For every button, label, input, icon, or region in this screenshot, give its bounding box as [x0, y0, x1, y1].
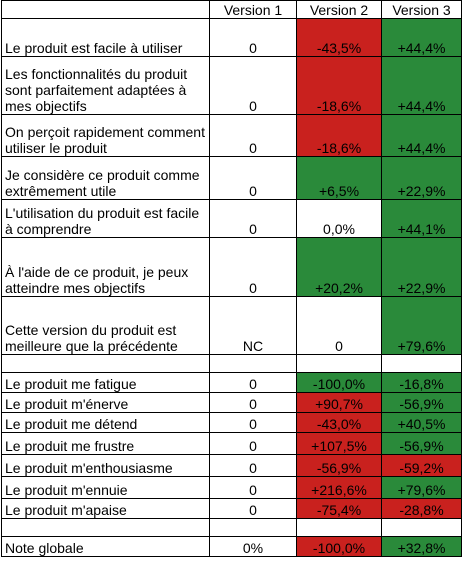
row-label: Le produit me détend — [1, 412, 210, 433]
version-3-value: -56,9% — [381, 432, 462, 455]
version-2-value: +6,5% — [296, 156, 382, 200]
table-row: Le produit me détend 0 -43,0% +40,5% — [1, 412, 462, 433]
row-label: Le produit me frustre — [1, 432, 210, 455]
table-row: Le produit m'enthousiasme 0 -56,9% -59,2… — [1, 454, 462, 477]
header-version-2: Version 2 — [296, 0, 382, 19]
row-label: Je considère ce produit comme extrêmemen… — [1, 156, 210, 200]
header-version-3: Version 3 — [381, 0, 462, 19]
table-row: À l'aide de ce produit, je peux atteindr… — [1, 237, 462, 297]
version-3-value: +44,1% — [381, 199, 462, 238]
row-label: Le produit m'énerve — [1, 392, 210, 413]
header-row: Version 1 Version 2 Version 3 — [1, 0, 462, 19]
row-label: Le produit m'ennuie — [1, 476, 210, 499]
version-3-value: +44,4% — [381, 114, 462, 157]
version-3-value: +40,5% — [381, 412, 462, 433]
version-1-value: 0 — [209, 237, 297, 297]
version-2-value: -100,0% — [296, 372, 382, 393]
empty-cell — [209, 518, 297, 537]
version-2-value: +216,6% — [296, 476, 382, 499]
table-row: On perçoit rapidement comment utiliser l… — [1, 114, 462, 157]
table-row: Le produit m'apaise 0 -75,4% -28,8% — [1, 498, 462, 519]
version-2-value: +20,2% — [296, 237, 382, 297]
row-label: Le produit me fatigue — [1, 372, 210, 393]
row-label: Les fonctionnalités du produit sont parf… — [1, 56, 210, 115]
row-label: Le produit m'apaise — [1, 498, 210, 519]
version-1-value: 0 — [209, 392, 297, 413]
version-1-value: 0 — [209, 498, 297, 519]
table-row: Le produit m'énerve 0 +90,7% -56,9% — [1, 392, 462, 413]
version-1-value: 0 — [209, 114, 297, 157]
header-version-1: Version 1 — [209, 0, 297, 19]
version-1-value: 0% — [209, 536, 297, 557]
version-2-value: +90,7% — [296, 392, 382, 413]
row-label: Le produit est facile à utiliser — [1, 18, 210, 57]
table-row: Le produit me frustre 0 +107,5% -56,9% — [1, 432, 462, 455]
row-label: Cette version du produit est meilleure q… — [1, 296, 210, 355]
row-label: À l'aide de ce produit, je peux atteindr… — [1, 237, 210, 297]
version-3-value: +22,9% — [381, 156, 462, 200]
table-row: Le produit me fatigue 0 -100,0% -16,8% — [1, 372, 462, 393]
version-1-value: 0 — [209, 372, 297, 393]
version-3-value: -16,8% — [381, 372, 462, 393]
version-1-value: 0 — [209, 156, 297, 200]
row-label: L'utilisation du produit est facile à co… — [1, 199, 210, 238]
table-row: Cette version du produit est meilleure q… — [1, 296, 462, 355]
version-1-value: 0 — [209, 432, 297, 455]
header-cell-blank — [1, 0, 210, 19]
empty-cell — [296, 354, 382, 373]
empty-cell — [1, 354, 210, 373]
version-1-value: 0 — [209, 56, 297, 115]
version-3-value: -56,9% — [381, 392, 462, 413]
version-3-value: +79,6% — [381, 296, 462, 355]
spacer-row — [1, 518, 462, 537]
version-2-value: -18,6% — [296, 56, 382, 115]
comparison-table: Version 1 Version 2 Version 3 Le produit… — [1, 0, 462, 557]
version-3-value: -59,2% — [381, 454, 462, 477]
version-2-value: -100,0% — [296, 536, 382, 557]
row-label: Note globale — [1, 536, 210, 557]
version-2-value: -43,0% — [296, 412, 382, 433]
version-1-value: 0 — [209, 454, 297, 477]
version-3-value: +44,4% — [381, 56, 462, 115]
version-3-value: -28,8% — [381, 498, 462, 519]
table-row: L'utilisation du produit est facile à co… — [1, 199, 462, 238]
version-1-value: NC — [209, 296, 297, 355]
empty-cell — [381, 354, 462, 373]
version-2-value: 0 — [296, 296, 382, 355]
version-1-value: 0 — [209, 476, 297, 499]
version-2-value: -43,5% — [296, 18, 382, 57]
version-2-value: -75,4% — [296, 498, 382, 519]
version-3-value: +79,6% — [381, 476, 462, 499]
version-1-value: 0 — [209, 199, 297, 238]
empty-cell — [209, 354, 297, 373]
table-row: Le produit est facile à utiliser 0 -43,5… — [1, 18, 462, 57]
version-1-value: 0 — [209, 18, 297, 57]
version-2-value: +107,5% — [296, 432, 382, 455]
empty-cell — [296, 518, 382, 537]
version-3-value: +32,8% — [381, 536, 462, 557]
version-2-value: -18,6% — [296, 114, 382, 157]
total-row: Note globale 0% -100,0% +32,8% — [1, 536, 462, 557]
row-label: On perçoit rapidement comment utiliser l… — [1, 114, 210, 157]
version-2-value: 0,0% — [296, 199, 382, 238]
version-3-value: +22,9% — [381, 237, 462, 297]
spacer-row — [1, 354, 462, 373]
table-row: Les fonctionnalités du produit sont parf… — [1, 56, 462, 115]
empty-cell — [381, 518, 462, 537]
table-row: Je considère ce produit comme extrêmemen… — [1, 156, 462, 200]
version-2-value: -56,9% — [296, 454, 382, 477]
table-row: Le produit m'ennuie 0 +216,6% +79,6% — [1, 476, 462, 499]
row-label: Le produit m'enthousiasme — [1, 454, 210, 477]
empty-cell — [1, 518, 210, 537]
version-3-value: +44,4% — [381, 18, 462, 57]
version-1-value: 0 — [209, 412, 297, 433]
